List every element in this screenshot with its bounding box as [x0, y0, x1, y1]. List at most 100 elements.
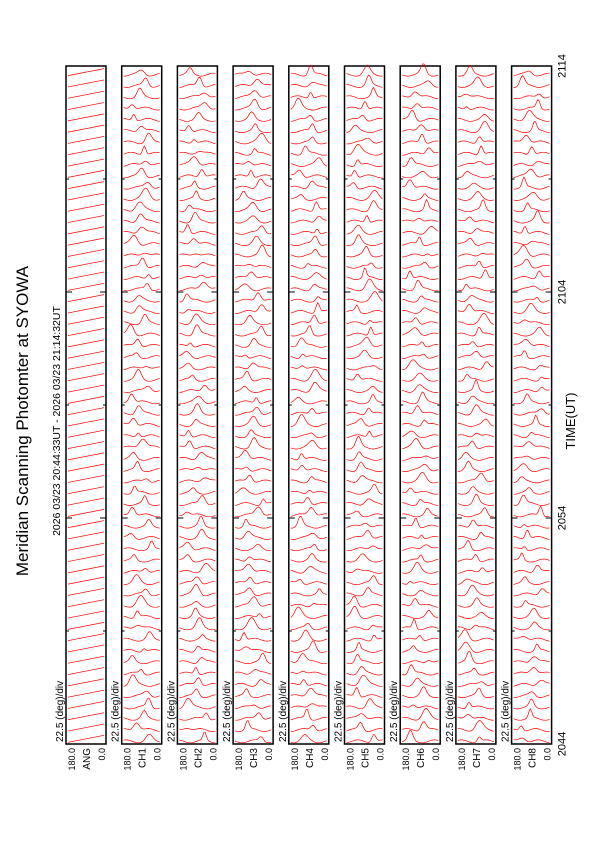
trace	[123, 257, 160, 269]
trace	[402, 124, 439, 132]
y-max-label: 180.0	[234, 748, 244, 771]
trace	[290, 653, 327, 665]
trace	[123, 87, 160, 100]
trace	[513, 75, 550, 88]
trace	[67, 328, 105, 336]
trace	[346, 451, 383, 461]
trace	[346, 159, 383, 167]
trace	[457, 507, 494, 518]
trace	[290, 314, 327, 326]
trace	[457, 120, 495, 133]
trace	[67, 588, 105, 596]
trace	[402, 663, 439, 676]
trace	[235, 354, 272, 359]
y-max-label: 180.0	[290, 748, 300, 771]
trace	[123, 733, 160, 744]
trace	[346, 365, 383, 371]
trace	[290, 532, 327, 540]
trace	[123, 132, 160, 145]
panel-stack: 22.5 (deg)/div 180.0 0.0 ANG 22.5 (deg)/div1…	[55, 63, 553, 771]
trace	[402, 327, 439, 336]
trace	[457, 667, 494, 676]
trace	[235, 506, 272, 518]
trace	[457, 303, 494, 314]
trace	[402, 193, 439, 201]
trace	[123, 366, 160, 371]
y-max-label: 180.0	[123, 748, 133, 771]
trace	[290, 228, 327, 235]
trace	[235, 292, 272, 303]
trace	[457, 451, 494, 461]
trace	[234, 71, 272, 76]
trace	[290, 194, 327, 201]
trace	[457, 106, 494, 111]
trace	[346, 635, 383, 642]
trace	[67, 102, 105, 110]
trace	[234, 169, 272, 178]
trace	[67, 475, 105, 483]
trace	[235, 498, 272, 506]
channel-label: CH8	[528, 748, 539, 768]
trace	[67, 633, 105, 642]
trace	[123, 104, 160, 111]
channel-label: CH2	[193, 748, 204, 768]
trace	[513, 552, 550, 563]
scale-label: 22.5 (deg)/div	[445, 681, 456, 742]
y-max-label: 180.0	[346, 748, 356, 771]
trace	[123, 722, 160, 732]
trace	[67, 701, 105, 709]
panel-traces	[234, 71, 272, 744]
trace	[179, 281, 216, 292]
trace	[290, 381, 327, 393]
trace	[402, 544, 439, 551]
trace	[67, 644, 105, 653]
trace	[290, 490, 327, 494]
panel-frame	[65, 65, 107, 745]
trace	[402, 170, 439, 179]
trace	[402, 317, 439, 325]
trace	[346, 734, 383, 744]
trace	[457, 191, 494, 201]
trace	[513, 285, 550, 292]
trace	[457, 681, 495, 687]
trace	[67, 599, 105, 608]
trace	[513, 588, 550, 597]
trace	[290, 606, 327, 619]
trace	[457, 171, 495, 179]
trace	[123, 160, 160, 167]
panel-frame	[232, 65, 274, 745]
trace	[235, 563, 272, 573]
channel-label: ANG	[82, 748, 93, 770]
trace	[67, 79, 105, 88]
trace	[457, 539, 495, 552]
panel-traces	[513, 70, 550, 744]
trace	[67, 452, 105, 461]
y-max-label: 180.0	[513, 748, 523, 771]
trace	[513, 393, 550, 405]
trace	[123, 709, 160, 721]
trace	[402, 372, 439, 382]
trace	[402, 517, 439, 529]
trace	[513, 319, 550, 326]
trace	[402, 677, 439, 687]
trace	[290, 114, 327, 122]
trace	[457, 216, 494, 224]
channel-label: CH7	[472, 748, 483, 768]
panel-traces	[67, 68, 105, 743]
trace	[346, 234, 383, 246]
trace	[402, 554, 439, 563]
trace	[67, 486, 105, 495]
trace	[234, 215, 272, 224]
trace	[513, 270, 550, 280]
trace	[179, 211, 216, 224]
y-min-label: 0.0	[543, 748, 553, 761]
trace	[346, 74, 383, 88]
trace	[402, 721, 439, 732]
trace	[457, 584, 495, 597]
channel-label: CH5	[361, 748, 372, 768]
trace	[402, 157, 439, 167]
trace	[402, 708, 439, 721]
trace	[179, 324, 216, 337]
y-max-label: 180.0	[178, 748, 188, 771]
